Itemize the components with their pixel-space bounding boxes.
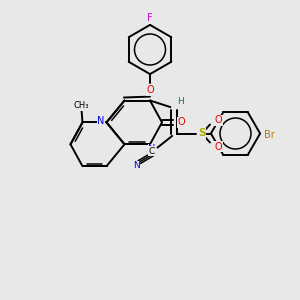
Text: H: H (177, 98, 183, 106)
Text: O: O (214, 142, 222, 152)
Text: F: F (147, 13, 153, 23)
Text: C: C (149, 147, 155, 156)
Text: N: N (148, 144, 156, 154)
Text: N: N (133, 161, 140, 170)
Text: O: O (177, 117, 185, 128)
Text: O: O (214, 115, 222, 125)
Text: O: O (146, 85, 154, 95)
Text: Br: Br (264, 130, 275, 140)
Text: CH₃: CH₃ (73, 101, 89, 110)
Text: N: N (98, 116, 105, 126)
Text: S: S (198, 128, 205, 139)
